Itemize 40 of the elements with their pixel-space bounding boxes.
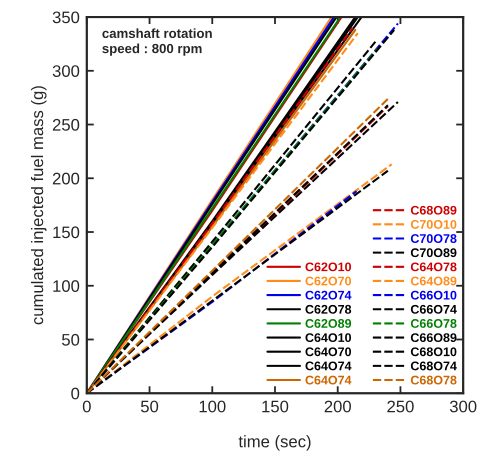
- legend-label: C64O70: [305, 347, 352, 356]
- legend-label: C68O10: [410, 347, 456, 356]
- legend-label: C70O10: [410, 220, 456, 229]
- x-tick-label: 200: [324, 400, 351, 412]
- legend-label: C62O10: [305, 262, 352, 272]
- y-tick-label: 100: [53, 280, 80, 292]
- legend-label: C62O70: [305, 276, 352, 286]
- y-tick-label: 0: [71, 388, 80, 400]
- legend-label: C62O74: [305, 290, 352, 300]
- y-tick-label: 300: [52, 65, 80, 77]
- legend-label: C68O89: [410, 206, 456, 215]
- legend-label: C64O74: [305, 362, 352, 370]
- legend-label: C66O10: [410, 290, 456, 300]
- legend-label: C64O78: [410, 262, 457, 272]
- legend-label: C68O74: [410, 362, 457, 370]
- annotation: camshaft rotation speed : 800 rpm: [102, 28, 212, 56]
- x-tick-label: 0: [82, 400, 91, 412]
- legend-label: C62O78: [305, 304, 352, 314]
- legend-label: C64O10: [305, 333, 352, 342]
- legend-label: C64O89: [410, 276, 456, 286]
- legend-label: C68O78: [410, 376, 457, 385]
- y-tick-label: 150: [53, 226, 80, 238]
- x-tick-label: 100: [200, 400, 226, 412]
- y-tick-label: 250: [52, 118, 80, 131]
- y-tick-label: 200: [52, 172, 80, 184]
- x-tick-label: 250: [387, 400, 414, 412]
- legend-label: C62O89: [305, 319, 352, 328]
- legend-label: C66O78: [410, 319, 457, 328]
- x-tick-label: 300: [450, 400, 476, 412]
- y-tick-label: 50: [62, 334, 80, 346]
- legend-label: C64O74: [305, 376, 352, 385]
- y-axis-title: cumulated injected fuel mass (g): [30, 86, 47, 324]
- legend-label: C70O89: [410, 248, 456, 258]
- x-tick-label: 50: [140, 400, 158, 412]
- x-axis-title: time (sec): [238, 435, 311, 451]
- y-tick-label: 350: [52, 11, 80, 24]
- legend-label: C66O74: [410, 304, 457, 314]
- legend-label: C66O89: [410, 333, 456, 342]
- legend-label: C70O78: [410, 234, 457, 243]
- x-tick-label: 150: [262, 400, 288, 412]
